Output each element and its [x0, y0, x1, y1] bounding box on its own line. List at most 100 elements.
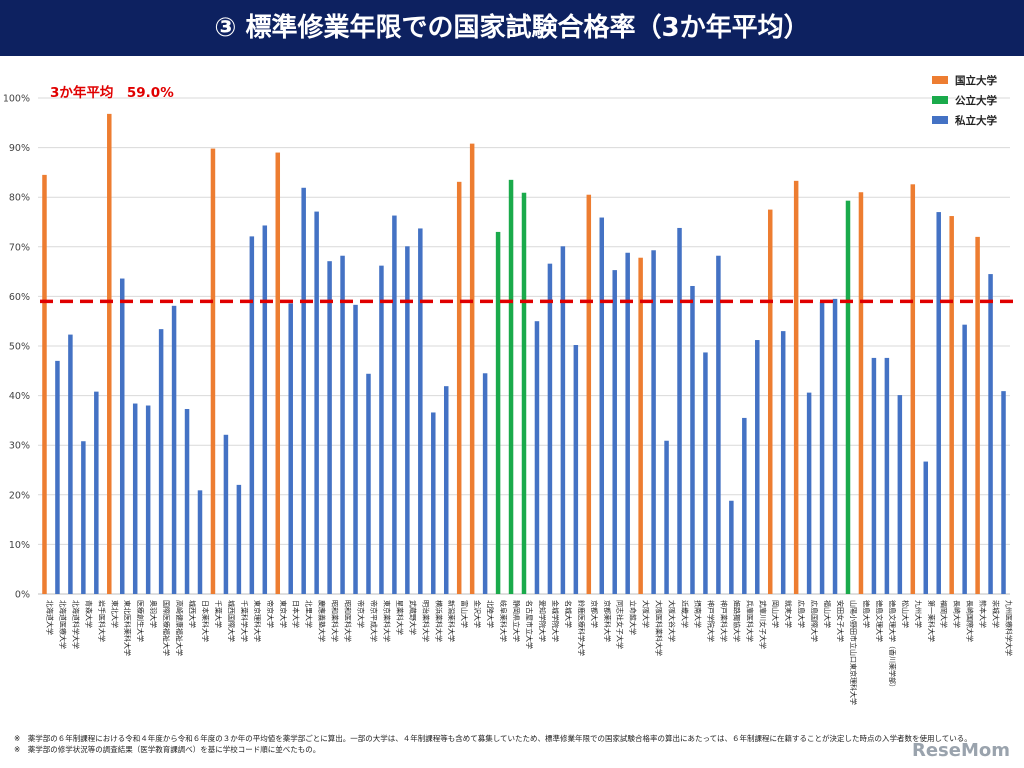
- x-tick-label: 千葉大学: [214, 600, 223, 628]
- x-tick-label: 大阪医科薬科大学: [655, 600, 664, 656]
- y-tick-label: 40%: [9, 391, 30, 402]
- x-tick-label: 北里大学: [305, 600, 314, 628]
- x-tick-label: 日本大学: [292, 600, 301, 628]
- x-tick-label: 立命館大学: [629, 600, 638, 635]
- bar-national: [469, 143, 475, 594]
- x-tick-label: 東北大学: [110, 600, 119, 628]
- bar-national: [793, 180, 799, 594]
- bar-private: [742, 417, 747, 594]
- bar-private: [690, 285, 695, 594]
- x-tick-label: 高崎健康福祉大学: [175, 600, 184, 656]
- bar-private: [819, 301, 825, 594]
- x-tick-label: 富山大学: [460, 600, 469, 628]
- x-tick-label: 長崎国際大学: [966, 600, 975, 642]
- x-tick-label: 昭和医科大学: [344, 600, 353, 642]
- x-tick-label: 京都薬科大学: [603, 600, 612, 642]
- x-tick-label: 徳島文理大学（香川薬学部）: [888, 600, 897, 691]
- bar-private: [703, 352, 708, 594]
- bar-private: [599, 217, 605, 594]
- bar-national: [975, 236, 980, 594]
- x-tick-label: 東京薬科大学: [382, 600, 391, 642]
- x-tick-label: 愛知学院大学: [538, 600, 547, 642]
- x-tick-label: 星薬科大学: [395, 600, 404, 635]
- bar-private: [677, 227, 682, 594]
- bar-private: [431, 412, 436, 594]
- bar-private: [884, 357, 890, 594]
- bar-private: [936, 212, 941, 594]
- bar-private: [171, 305, 177, 594]
- x-tick-label: 帝京大学: [266, 600, 275, 628]
- bar-public: [495, 231, 501, 595]
- legend-label-private: 私立大学: [954, 114, 997, 127]
- bar-private: [923, 461, 929, 594]
- bar-private: [366, 373, 371, 594]
- x-tick-label: 姫路獨協大学: [732, 600, 741, 642]
- x-tick-label: 横浜薬科大学: [434, 600, 443, 642]
- x-tick-label: 北海道科学大学: [71, 600, 80, 649]
- bar-private: [651, 250, 656, 594]
- x-tick-label: 福山大学: [823, 600, 832, 628]
- x-tick-label: 東北医科薬科大学: [123, 600, 132, 656]
- bar-private: [405, 246, 410, 594]
- x-tick-label: 名古屋市立大学: [525, 600, 534, 649]
- bar-private: [443, 386, 449, 594]
- bar-national: [586, 194, 592, 594]
- x-tick-label: 安田女子大学: [836, 600, 845, 642]
- bar-private: [197, 490, 203, 594]
- bar-national: [638, 257, 643, 594]
- bar-private: [625, 252, 630, 594]
- x-tick-label: 名城大学: [564, 600, 573, 628]
- bar-private: [301, 187, 306, 594]
- x-tick-label: 福岡大学: [940, 600, 949, 628]
- bar-private: [418, 228, 423, 594]
- bar-private: [716, 255, 721, 594]
- x-tick-label: 武蔵野大学: [408, 600, 417, 635]
- bar-private: [340, 255, 345, 594]
- bar-national: [456, 181, 462, 594]
- bar-private: [145, 405, 151, 594]
- x-tick-label: 摂南大学: [693, 600, 702, 628]
- footnote-1: ※ 薬学部の６年制課程における令和４年度から令和６年度の３か年の平均値を薬学部ご…: [14, 734, 972, 743]
- bar-private: [132, 403, 138, 594]
- x-tick-label: 金城学院大学: [551, 600, 560, 642]
- x-tick-label: 九州医療科学大学: [1005, 600, 1014, 656]
- bar-private: [353, 304, 358, 594]
- x-tick-label: 徳島大学: [862, 600, 871, 628]
- bar-private: [158, 329, 164, 594]
- x-tick-label: 城西大学: [188, 600, 197, 628]
- bar-national: [210, 148, 216, 594]
- x-tick-label: 京都大学: [590, 600, 599, 628]
- bar-private: [962, 324, 967, 594]
- x-tick-label: 北海道医療大学: [58, 600, 67, 649]
- bar-national: [858, 192, 864, 595]
- x-tick-label: 武庫川女子大学: [758, 600, 767, 649]
- bar-private: [288, 303, 293, 594]
- x-tick-label: 徳島文理大学: [875, 600, 884, 642]
- x-tick-label: 近畿大学: [681, 600, 690, 628]
- bar-private: [55, 360, 60, 594]
- legend-swatch-private: [932, 116, 948, 124]
- x-tick-label: 鈴鹿医療科学大学: [577, 600, 586, 656]
- bar-national: [910, 184, 916, 594]
- bar-private: [664, 440, 669, 594]
- x-tick-label: 熊本大学: [979, 600, 988, 628]
- x-tick-label: 第一薬科大学: [927, 600, 936, 642]
- x-tick-label: 北陸大学: [486, 600, 495, 628]
- bar-public: [521, 192, 527, 594]
- bar-private: [223, 434, 229, 594]
- x-tick-label: 昭和薬科大学: [331, 600, 340, 642]
- bar-private: [314, 211, 319, 595]
- x-tick-label: 兵庫医科大学: [745, 600, 754, 642]
- bar-private: [184, 408, 190, 594]
- y-tick-label: 20%: [9, 490, 30, 501]
- bar-national: [275, 152, 281, 594]
- bar-private: [1001, 391, 1006, 594]
- bar-private: [547, 263, 553, 594]
- bar-national: [949, 216, 954, 594]
- bar-private: [729, 500, 734, 594]
- y-tick-label: 10%: [9, 540, 30, 551]
- bar-private: [573, 345, 579, 594]
- x-tick-label: 北海道大学: [45, 600, 54, 635]
- x-tick-label: 岩手医科大学: [97, 600, 106, 642]
- bar-private: [560, 246, 566, 594]
